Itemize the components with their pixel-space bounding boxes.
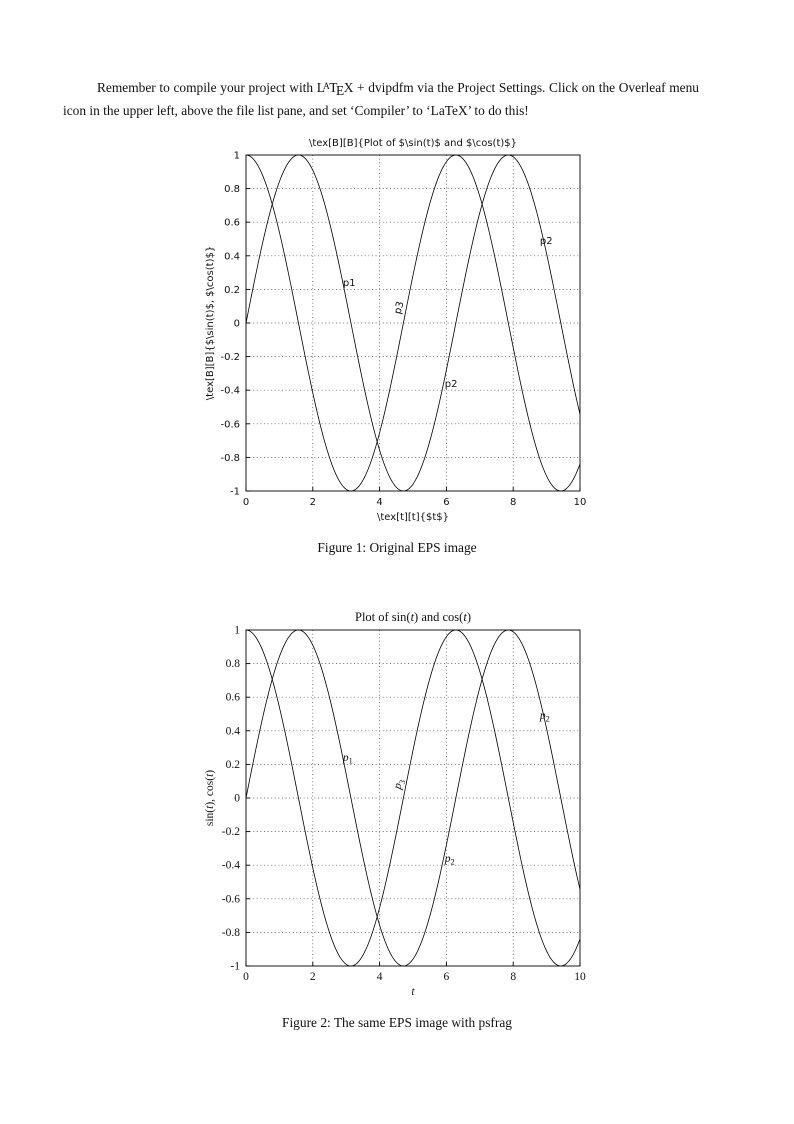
svg-text:p2: p2	[540, 236, 553, 247]
latex-logo-letter: E	[335, 82, 345, 98]
svg-text:p3: p3	[391, 778, 407, 792]
svg-text:0.8: 0.8	[226, 658, 241, 670]
intro-paragraph: Remember to compile your project with LA…	[63, 76, 699, 121]
paragraph-text-before-logo: Remember to compile your project with	[97, 80, 317, 96]
svg-text:-0.8: -0.8	[222, 927, 240, 939]
latex-logo-letter: L	[316, 80, 325, 96]
svg-text:-0.6: -0.6	[222, 893, 240, 905]
svg-text:1: 1	[234, 151, 240, 162]
svg-text:0.8: 0.8	[224, 184, 240, 195]
svg-text:2: 2	[310, 497, 316, 508]
figure-2: 0 2 4 6 8 10 -1 -0.8 -0.6 -0.4 -0.2 0 0.2 0.4 0.6 0.8 1 P…	[200, 603, 600, 1006]
svg-text:0.4: 0.4	[224, 251, 240, 262]
latex-logo-letter: A	[323, 81, 330, 91]
svg-text:-0.2: -0.2	[222, 826, 240, 838]
latex-logo-letter: X	[343, 80, 354, 96]
svg-text:p3: p3	[393, 300, 407, 315]
figure-1: 0 2 4 6 8 10 -1 -0.8 -0.6 -0.4 -0.2 0 0.2 0.4 0.6 0.8 1 \…	[200, 128, 600, 531]
svg-text:p2: p2	[445, 379, 458, 390]
svg-text:0.6: 0.6	[226, 692, 241, 704]
svg-text:8: 8	[510, 971, 516, 983]
svg-text:6: 6	[443, 497, 449, 508]
svg-text:0: 0	[234, 319, 240, 330]
svg-text:0.2: 0.2	[224, 285, 240, 296]
svg-text:1: 1	[234, 625, 240, 637]
svg-text:-1: -1	[230, 961, 240, 973]
svg-text:\tex[B][B]{$\sin(t)$, $\cos(t): \tex[B][B]{$\sin(t)$, $\cos(t)$}	[205, 246, 216, 400]
svg-text:8: 8	[510, 497, 516, 508]
svg-text:-0.6: -0.6	[220, 419, 240, 430]
figure-1-caption: Figure 1: Original EPS image	[317, 540, 477, 555]
svg-text:0.4: 0.4	[226, 725, 241, 737]
svg-text:0.6: 0.6	[224, 218, 240, 229]
latex-logo: LATEX	[316, 80, 354, 98]
svg-text:p2: p2	[444, 853, 455, 867]
svg-text:0.2: 0.2	[226, 759, 241, 771]
figure-2-plot: 0 2 4 6 8 10 -1 -0.8 -0.6 -0.4 -0.2 0 0.2 0.4 0.6 0.8 1 P…	[204, 610, 586, 998]
svg-text:2: 2	[310, 971, 316, 983]
svg-text:10: 10	[574, 497, 587, 508]
svg-text:p1: p1	[342, 752, 353, 766]
svg-text:0: 0	[234, 793, 240, 805]
figure-1-plot: 0 2 4 6 8 10 -1 -0.8 -0.6 -0.4 -0.2 0 0.2 0.4 0.6 0.8 1 \…	[205, 138, 587, 523]
svg-text:4: 4	[376, 497, 382, 508]
svg-text:-0.4: -0.4	[220, 386, 240, 397]
svg-text:10: 10	[574, 971, 586, 983]
svg-text:sin(t), cos(t): sin(t), cos(t)	[204, 770, 216, 826]
svg-text:p1: p1	[343, 278, 356, 289]
figure-2-caption: Figure 2: The same EPS image with psfrag	[282, 1015, 512, 1030]
svg-text:\tex[B][B]{Plot of $\sin(t)$ a: \tex[B][B]{Plot of $\sin(t)$ and $\cos(t…	[309, 138, 517, 149]
svg-text:\tex[t][t]{$t$}: \tex[t][t]{$t$}	[377, 512, 449, 523]
svg-text:p2: p2	[539, 710, 550, 724]
svg-text:-0.4: -0.4	[222, 860, 240, 872]
svg-text:4: 4	[377, 971, 383, 983]
svg-text:6: 6	[444, 971, 450, 983]
svg-text:Plot of sin(t) and cos(t): Plot of sin(t) and cos(t)	[355, 610, 471, 624]
svg-text:0: 0	[243, 497, 249, 508]
svg-text:t: t	[411, 986, 415, 998]
paragraph-text-after-logo: + dvipdfm via the Project Settings. Clic…	[63, 80, 699, 118]
svg-text:-0.2: -0.2	[220, 352, 240, 363]
svg-text:0: 0	[243, 971, 249, 983]
svg-text:-0.8: -0.8	[220, 453, 240, 464]
svg-text:-1: -1	[230, 487, 240, 498]
latex-logo-letter: T	[329, 80, 338, 96]
